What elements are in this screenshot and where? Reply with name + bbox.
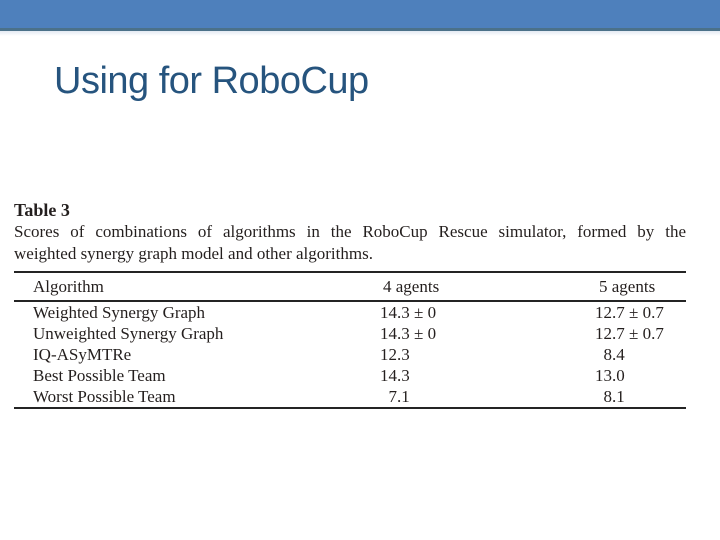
column-header-algorithm: Algorithm (33, 276, 104, 296)
score-5-agents: 12.7 ± 0.7 (595, 303, 664, 322)
score-5-agents: 8.4 (603, 345, 625, 364)
algorithm-name: IQ-ASyMTRe (33, 345, 132, 364)
score-4-agents: 14.3 ± 0 (380, 303, 437, 322)
score-4-agents: 12.3 (380, 345, 410, 364)
column-header-5-agents: 5 agents (599, 276, 656, 296)
column-header-4-agents: 4 agents (383, 276, 440, 296)
table-rule-top (14, 271, 686, 273)
score-4-agents: 7.1 (388, 387, 410, 406)
table-row: Weighted Synergy Graph 14.3 ± 0 12.7 ± 0… (14, 302, 686, 323)
algorithm-name: Unweighted Synergy Graph (33, 324, 224, 343)
table-caption-line-2: weighted synergy graph model and other a… (14, 244, 373, 263)
algorithm-name: Worst Possible Team (33, 387, 176, 406)
table-row: Best Possible Team 14.3 13.0 (14, 365, 686, 386)
table-row: IQ-ASyMTRe 12.3 8.4 (14, 344, 686, 365)
slide-title: Using for RoboCup (54, 60, 369, 102)
table-caption-line-1: Scores of combinations of algorithms in … (14, 222, 686, 241)
algorithm-name: Best Possible Team (33, 366, 166, 385)
top-accent-bar-fade (0, 31, 720, 36)
score-5-agents: 13.0 (595, 366, 625, 385)
table-caption-title: Table 3 (14, 200, 70, 220)
score-5-agents: 8.1 (603, 387, 625, 406)
algorithm-name: Weighted Synergy Graph (33, 303, 206, 322)
paper-table-figure: Table 3 Scores of combinations of algori… (14, 199, 686, 409)
table-row: Unweighted Synergy Graph 14.3 ± 0 12.7 ±… (14, 323, 686, 344)
table-body: Weighted Synergy Graph 14.3 ± 0 12.7 ± 0… (14, 302, 686, 407)
table-rule-bottom (14, 407, 686, 409)
score-4-agents: 14.3 (380, 366, 410, 385)
top-accent-bar (0, 0, 720, 31)
score-4-agents: 14.3 ± 0 (380, 324, 437, 343)
table-rule-under-header (14, 299, 686, 302)
score-5-agents: 12.7 ± 0.7 (595, 324, 664, 343)
table-header-row: Algorithm 4 agents 5 agents (14, 273, 686, 300)
table-row: Worst Possible Team 7.1 8.1 (14, 386, 686, 407)
